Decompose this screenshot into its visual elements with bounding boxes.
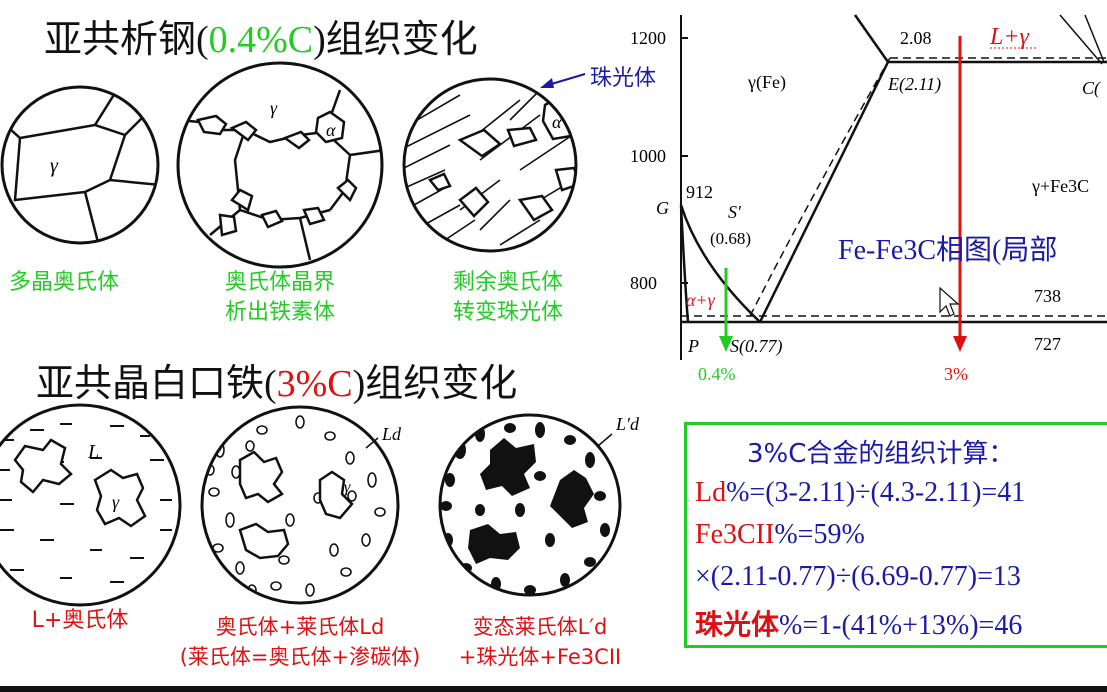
caption-boundary-ferrite: 奥氏体晶界 析出铁素体 xyxy=(224,270,335,325)
es-line xyxy=(758,61,890,323)
ld-prime-leader-line xyxy=(597,433,613,447)
label-S: S(0.77) xyxy=(730,336,783,357)
caption-ledeburite: 奥氏体+莱氏体Ld (莱氏体=奥氏体+渗碳体) xyxy=(179,615,421,669)
calc-line-pearlite: 珠光体%=1-(41%+13%)=46 xyxy=(695,608,1023,641)
calc-box: 3%C合金的组织计算： Ld%=(3-2.11)÷(4.3-2.11)=41 F… xyxy=(684,422,1107,648)
arrow-04-head-icon xyxy=(719,336,733,352)
hypo-steel-title: 亚共析钢(0.4%C)组织变化 xyxy=(44,19,478,61)
label-gamma-fe3c: γ+Fe3C xyxy=(1031,176,1089,196)
arrow-3-head-icon xyxy=(953,336,967,352)
pearlite-callout-label: 珠光体 xyxy=(590,66,657,91)
liquidus-left xyxy=(853,14,890,63)
micro-polycrystal-austenite xyxy=(2,87,158,243)
label-738: 738 xyxy=(1034,286,1061,306)
calc-line-ld: Ld%=(3-2.11)÷(4.3-2.11)=41 xyxy=(695,477,1026,508)
bottom-bar xyxy=(0,686,1107,692)
metastable-lines xyxy=(681,57,1107,317)
label-727: 727 xyxy=(1034,334,1061,354)
caption-polycrystal: 多晶奥氏体 xyxy=(8,270,119,295)
micro-circle-3 xyxy=(402,77,578,253)
y-tick-label-1000: 1000 xyxy=(630,146,666,166)
micro-circle-1 xyxy=(0,85,160,245)
y-tick-label-1200: 1200 xyxy=(630,28,666,48)
micro-boundary-ferrite xyxy=(178,89,382,261)
phase-diagram-title: Fe-Fe3C相图(局部 xyxy=(838,235,1058,266)
gamma-label-4: γ xyxy=(112,492,120,512)
label-S-prime: S′ xyxy=(728,202,742,222)
micro-circle-2 xyxy=(176,61,384,269)
pearlite-callout-line xyxy=(547,73,586,86)
label-068: (0.68) xyxy=(710,229,751,248)
label-208: 2.08 xyxy=(900,28,932,48)
phase-boundaries xyxy=(679,14,1107,324)
mouse-cursor-icon xyxy=(939,286,960,317)
label-C: C( xyxy=(1082,78,1101,99)
arrow-3-label: 3% xyxy=(944,364,968,384)
alpha-label-3: α xyxy=(552,112,562,132)
micro-circle-5 xyxy=(200,405,400,605)
pearlite-callout-arrow-icon xyxy=(540,78,554,88)
y-tick-label-800: 800 xyxy=(630,273,657,293)
arrow-04-label: 0.4% xyxy=(698,364,736,384)
micro-circle-4 xyxy=(0,403,182,607)
ld-label: Ld xyxy=(381,424,402,444)
liquidus-right xyxy=(1059,14,1105,65)
micro-transformed-ledeburite xyxy=(440,422,610,595)
caption-liquid-austenite: L+奥氏体 xyxy=(31,608,129,633)
label-E: E(2.11) xyxy=(887,74,941,95)
gs-line xyxy=(679,204,761,323)
label-alpha-gamma: α+γ xyxy=(686,290,716,310)
micro-ledeburite xyxy=(205,415,386,597)
caption-pearlite: 剩余奥氏体 转变珠光体 xyxy=(452,270,563,325)
hypo-steel-micrographs: γ γ α α xyxy=(0,61,586,269)
label-G: G xyxy=(656,198,669,218)
calc-line-fe3c: Fe3CII%=59% xyxy=(695,519,865,550)
label-912: 912 xyxy=(686,182,713,202)
gamma-label-2: γ xyxy=(270,98,278,118)
micro-liquid-austenite xyxy=(0,423,172,601)
ld-leader-line xyxy=(365,437,379,449)
liquid-label: L xyxy=(87,441,99,463)
calc-title: 3%C合金的组织计算： xyxy=(747,439,1015,469)
label-L-gamma: L+γ xyxy=(989,24,1030,50)
calc-line-ratio: ×(2.11-0.77)÷(6.69-0.77)=13 xyxy=(695,561,1021,592)
caption-transformed-ledeburite: 变态莱氏体L′d +珠光体+Fe3CII xyxy=(458,615,622,669)
gamma-label-5: γ xyxy=(344,479,351,496)
fe-fe3c-phase-diagram: 1200 1000 800 912 G S′ (0.68) γ(Fe) 2.08… xyxy=(630,14,1107,384)
hypo-iron-micrographs: L γ Ld γ L′d xyxy=(0,403,640,607)
label-P: P xyxy=(687,336,699,356)
micro-circle-6 xyxy=(438,413,622,597)
ld-prime-label: L′d xyxy=(615,414,640,434)
alpha-label-2: α xyxy=(326,120,336,140)
label-gamma-fe: γ(Fe) xyxy=(747,72,786,93)
hypo-iron-title: 亚共晶白口铁(3%C)组织变化 xyxy=(36,363,518,405)
gp-line xyxy=(679,204,690,323)
gamma-label-1: γ xyxy=(50,155,59,177)
